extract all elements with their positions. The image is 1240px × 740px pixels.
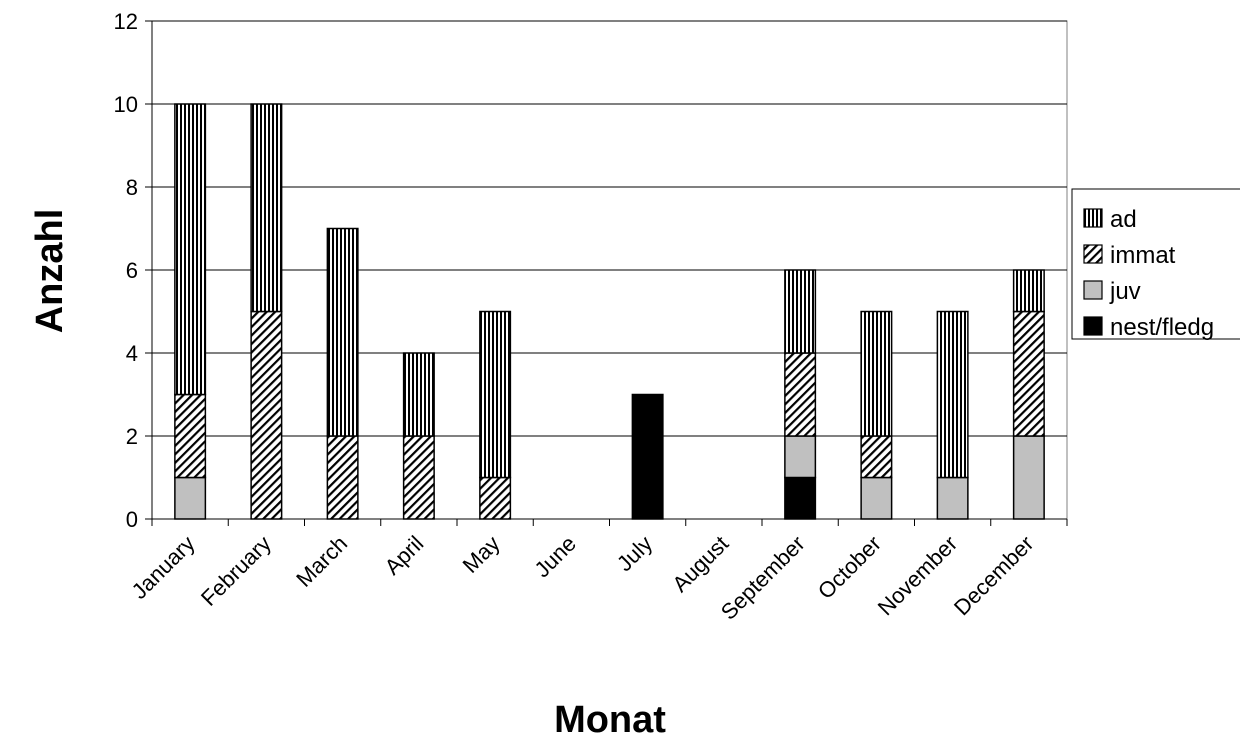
bar-segment (861, 436, 892, 478)
bar-segment (251, 104, 282, 312)
x-tick-label: February (196, 531, 276, 611)
legend-label: immat (1110, 242, 1176, 269)
bar-segment (785, 478, 816, 520)
bar-segment (175, 395, 206, 478)
legend-swatch (1084, 209, 1102, 227)
bar-segment (1014, 270, 1045, 312)
legend-swatch (1084, 245, 1102, 263)
y-tick-label: 2 (126, 424, 138, 449)
legend-label: nest/fledg (1110, 314, 1214, 341)
legend-swatch (1084, 317, 1102, 335)
bar-segment (1014, 312, 1045, 437)
x-tick-label: September (716, 531, 810, 625)
bar-segment (404, 353, 435, 436)
y-tick-label: 10 (114, 92, 138, 117)
x-tick-label: November (873, 531, 962, 620)
bar-segment (480, 312, 511, 478)
x-tick-label: December (949, 531, 1038, 620)
bar-segment (861, 478, 892, 520)
y-tick-label: 8 (126, 175, 138, 200)
bar-segment (937, 478, 968, 520)
bar-segment (937, 312, 968, 478)
bar-segment (785, 436, 816, 478)
legend: ad immat juv nest/fledg (1072, 189, 1240, 341)
x-tick-label: January (127, 531, 200, 604)
x-tick-label: April (380, 531, 429, 580)
bar-segment (175, 104, 206, 395)
bar-segment (251, 312, 282, 520)
y-tick-label: 6 (126, 258, 138, 283)
bar-segment (480, 478, 511, 520)
legend-label: juv (1109, 278, 1141, 305)
bar-segment (327, 229, 358, 437)
x-tick-label: August (667, 531, 733, 597)
x-axis-title: Monat (554, 699, 666, 740)
y-tick-label: 0 (126, 507, 138, 532)
grid (152, 21, 1067, 519)
bar-segment (785, 353, 816, 436)
y-axis-title: Anzahl (29, 209, 71, 334)
bar-segment (785, 270, 816, 353)
x-tick-label: July (612, 531, 657, 576)
bar-segment (404, 436, 435, 519)
bar-segment (861, 312, 892, 437)
legend-swatch (1084, 281, 1102, 299)
bar-segment (1014, 436, 1045, 519)
bar-segment (175, 478, 206, 520)
x-tick-label: October (813, 531, 886, 604)
x-tick-label: March (291, 531, 352, 592)
legend-label: ad (1110, 206, 1137, 233)
y-tick-label: 12 (114, 9, 138, 34)
y-tick-label: 4 (126, 341, 138, 366)
bar-segment (632, 395, 663, 520)
bar-segment (327, 436, 358, 519)
x-tick-label: June (529, 531, 580, 582)
x-tick-label: May (458, 531, 505, 578)
